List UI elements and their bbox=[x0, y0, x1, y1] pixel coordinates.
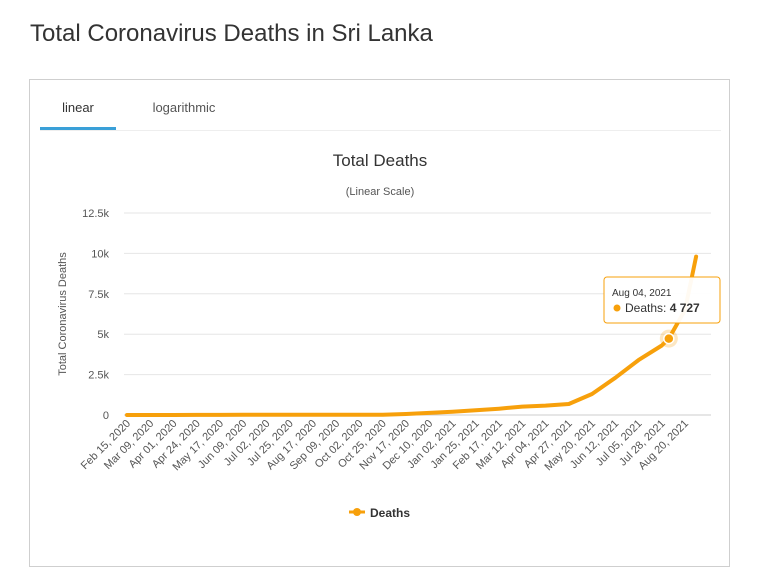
data-point[interactable] bbox=[497, 407, 501, 411]
data-point[interactable] bbox=[311, 413, 315, 417]
data-point[interactable] bbox=[544, 404, 547, 408]
data-point[interactable] bbox=[288, 413, 292, 417]
data-point[interactable] bbox=[427, 411, 431, 415]
y-tick-label: 7.5k bbox=[88, 289, 109, 301]
y-axis-label: Total Coronavirus Deaths bbox=[57, 252, 69, 376]
legend-label-deaths: Deaths bbox=[370, 506, 410, 520]
page-title: Total Coronavirus Deaths in Sri Lanka bbox=[30, 20, 433, 47]
legend-marker bbox=[353, 508, 361, 516]
tab-linear[interactable]: linear bbox=[62, 100, 94, 115]
chart-subtitle: (Linear Scale) bbox=[346, 186, 414, 198]
y-tick-label: 10k bbox=[91, 248, 109, 260]
tooltip-value-line: Deaths: 4 727 bbox=[625, 301, 700, 315]
data-point[interactable] bbox=[660, 344, 664, 348]
tooltip-box bbox=[603, 276, 721, 324]
legend[interactable]: Deaths bbox=[349, 506, 410, 520]
scale-tabs: linear logarithmic bbox=[40, 80, 721, 131]
series-deaths bbox=[125, 254, 699, 417]
tooltip-date: Aug 04, 2021 bbox=[612, 288, 672, 299]
data-point[interactable] bbox=[381, 413, 385, 417]
y-tick-label: 5k bbox=[97, 329, 109, 341]
data-point[interactable] bbox=[358, 413, 361, 417]
tab-logarithmic[interactable]: logarithmic bbox=[152, 100, 216, 115]
y-tick-label: 12.5k bbox=[82, 208, 109, 220]
data-point[interactable] bbox=[195, 413, 199, 417]
y-tick-labels: 0 2.5k 5k 7.5k 10k 12.5k bbox=[82, 208, 109, 422]
data-point[interactable] bbox=[613, 376, 617, 380]
data-point[interactable] bbox=[334, 413, 338, 417]
hovered-point[interactable] bbox=[663, 332, 675, 345]
data-point[interactable] bbox=[241, 413, 245, 417]
chart-title: Total Deaths bbox=[333, 151, 428, 170]
data-point[interactable] bbox=[404, 412, 408, 416]
tooltip: Aug 04, 2021 Deaths: 4 727 bbox=[603, 276, 721, 324]
y-tick-label: 2.5k bbox=[88, 370, 109, 382]
tooltip-series-name: Deaths bbox=[625, 301, 663, 315]
y-tick-label: 0 bbox=[103, 410, 109, 422]
data-point[interactable] bbox=[567, 402, 571, 406]
data-point[interactable] bbox=[694, 255, 698, 259]
data-point[interactable] bbox=[520, 405, 524, 409]
data-point[interactable] bbox=[172, 413, 175, 417]
active-tab-indicator bbox=[40, 127, 116, 130]
data-point[interactable] bbox=[474, 408, 478, 412]
data-point[interactable] bbox=[451, 410, 454, 414]
data-point[interactable] bbox=[590, 392, 594, 396]
data-point[interactable] bbox=[265, 413, 268, 417]
data-point[interactable] bbox=[125, 413, 129, 417]
data-point[interactable] bbox=[637, 358, 640, 362]
data-point[interactable] bbox=[148, 413, 152, 417]
tooltip-value: 4 727 bbox=[670, 301, 700, 315]
tooltip-marker bbox=[613, 304, 621, 312]
data-point[interactable] bbox=[218, 413, 222, 417]
